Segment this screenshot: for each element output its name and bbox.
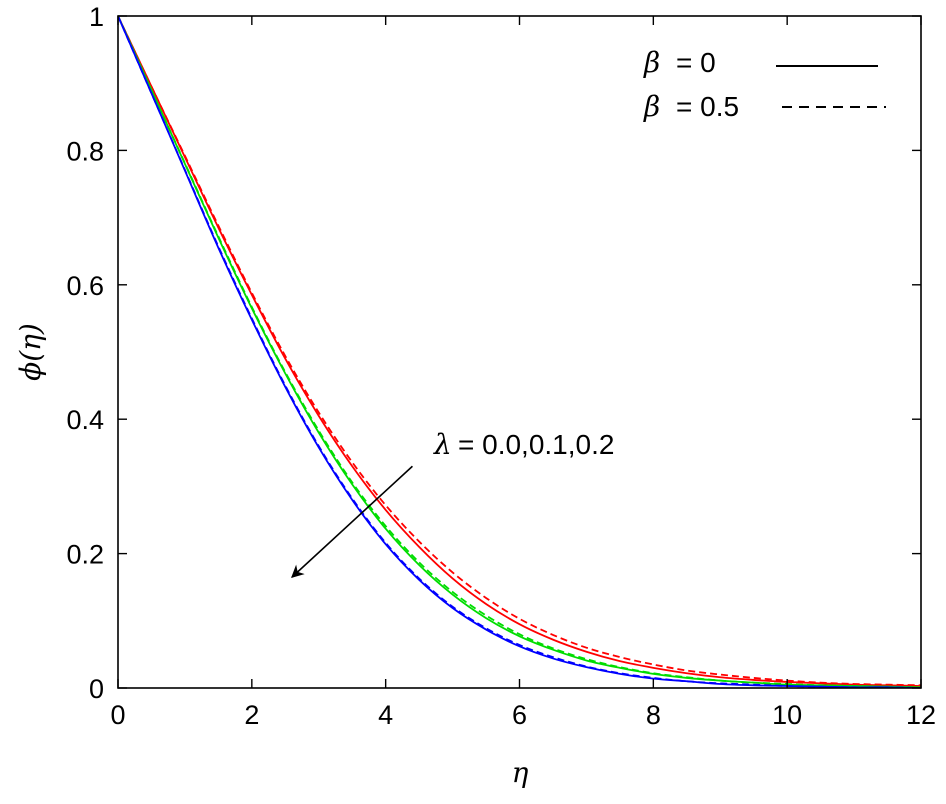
annotation-label: = 0.0,0.1,0.2: [458, 429, 614, 460]
y-tick-label: 0.2: [66, 540, 104, 570]
x-axis-label: η: [512, 756, 529, 789]
legend-entry-dashed: β = 0.5: [643, 90, 886, 123]
x-tick-label: 4: [378, 700, 393, 730]
series-line-4: [118, 16, 921, 688]
y-axis-label: ϕ(η): [14, 323, 47, 381]
legend-label-beta-0: = 0: [676, 47, 716, 78]
series-line-3: [118, 16, 921, 688]
y-tick-label: 0: [89, 674, 104, 704]
series-line-0: [118, 16, 921, 687]
x-tick-label: 0: [110, 700, 125, 730]
y-tick-label: 0.6: [66, 271, 104, 301]
legend-symbol-beta: β: [643, 90, 660, 123]
x-tick-label: 12: [906, 700, 936, 730]
plot-frame: [117, 15, 922, 689]
legend-symbol-beta: β: [643, 46, 660, 79]
x-tick-label: 2: [244, 700, 259, 730]
legend-entry-solid: β = 0: [643, 46, 878, 79]
series-layer: [118, 16, 921, 688]
y-tick-label: 0.8: [66, 136, 104, 166]
series-line-5: [118, 16, 921, 688]
y-tick-label: 0.4: [66, 405, 104, 435]
annotation-arrow: [291, 465, 413, 578]
ticks-layer: 0 2 4 6 8 10 12 0 0.2 0.4 0.6 0.8 1: [66, 2, 936, 730]
series-line-2: [118, 16, 921, 688]
legend-label-beta-0-5: = 0.5: [676, 91, 739, 122]
series-line-1: [118, 16, 921, 687]
annotation: λ = 0.0,0.1,0.2: [291, 428, 614, 578]
x-tick-label: 6: [512, 700, 527, 730]
annotation-symbol-lambda: λ: [433, 428, 452, 461]
x-tick-label: 10: [772, 700, 802, 730]
y-tick-label: 1: [89, 2, 104, 32]
x-tick-label: 8: [646, 700, 661, 730]
legend: β = 0 β = 0.5: [643, 46, 886, 123]
